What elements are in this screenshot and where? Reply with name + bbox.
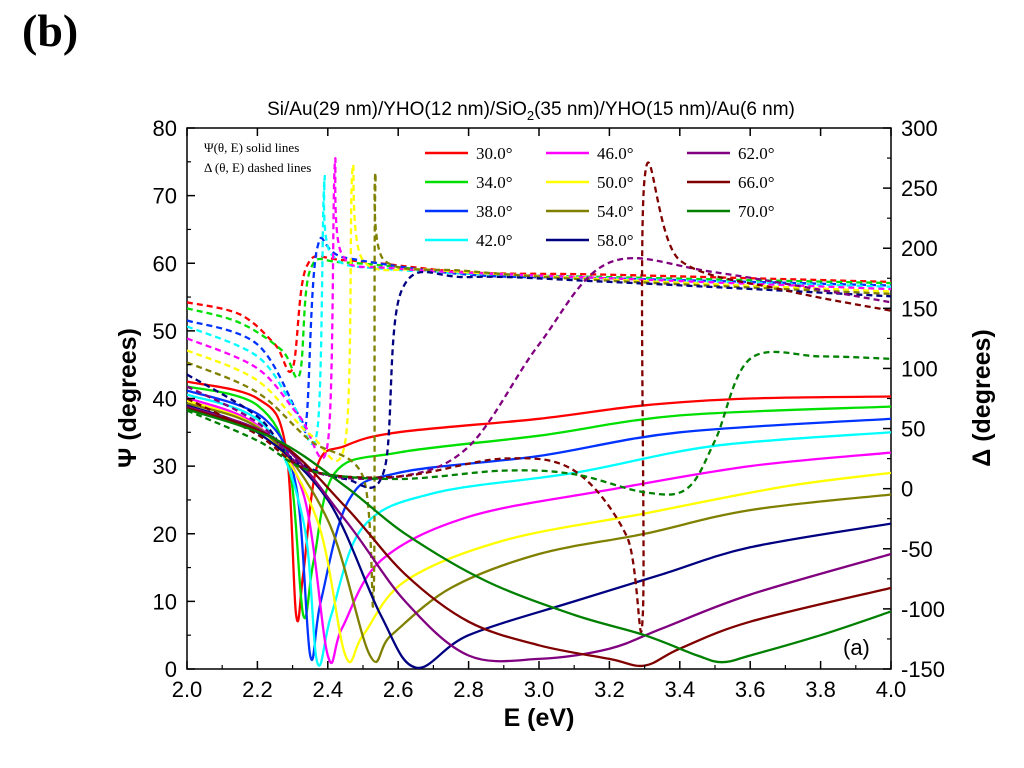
chart-title-rest: (35 nm)/YHO(15 nm)/Au(6 nm): [534, 99, 795, 120]
y-left-tick-label-7: 70: [153, 184, 177, 209]
series-delta-line-5: [187, 163, 891, 462]
y-right-tick-label-1: -100: [901, 597, 945, 622]
legend-label-6: 54.0°: [597, 202, 634, 221]
x-tick-label-2: 2.4: [313, 677, 344, 702]
y-left-tick-label-1: 10: [153, 589, 177, 614]
note-dashed-lines: Δ (θ, E) dashed lines: [204, 160, 311, 175]
series-delta-line-2: [187, 236, 891, 434]
y-left-tick-label-3: 30: [153, 454, 177, 479]
x-tick-label-6: 3.2: [594, 677, 625, 702]
series-delta-line-0: [187, 254, 891, 373]
legend-label-4: 46.0°: [597, 144, 634, 163]
legend-label-1: 34.0°: [476, 173, 513, 192]
series-psi-line-5: [187, 399, 891, 664]
series-psi-line-10: [187, 408, 891, 664]
y-left-tick-label-4: 40: [153, 387, 177, 412]
chart-title-main: Si/Au(29 nm)/YHO(12 nm)/SiO: [267, 99, 527, 120]
x-tick-label-4: 2.8: [453, 677, 484, 702]
legend-label-5: 50.0°: [597, 173, 634, 192]
x-tick-label-0: 2.0: [172, 677, 203, 702]
y-left-tick-label-6: 60: [153, 251, 177, 276]
series-psi-line-7: [187, 404, 891, 669]
legend-label-3: 42.0°: [476, 231, 513, 250]
chart-title: Si/Au(29 nm)/YHO(12 nm)/SiO2(35 nm)/YHO(…: [267, 99, 795, 123]
legend-label-2: 38.0°: [476, 202, 513, 221]
corner-label: (a): [843, 635, 870, 660]
x-axis-title: E (eV): [504, 704, 575, 732]
series-delta-line-8: [187, 256, 891, 481]
y-right-tick-label-3: 0: [901, 477, 913, 502]
y-right-tick-label-9: 300: [901, 116, 938, 141]
legend-label-9: 66.0°: [738, 173, 775, 192]
y-right-tick-label-8: 250: [901, 176, 938, 201]
legend: 30.0° 34.0° 38.0° 42.0° 46.0° 50.0° 54.0° 58.0°…: [425, 144, 775, 250]
x-tick-label-3: 2.6: [383, 677, 414, 702]
y-left-tick-label-0: 0: [165, 657, 177, 682]
legend-label-8: 62.0°: [738, 144, 775, 163]
legend-label-0: 30.0°: [476, 144, 513, 163]
y-left-tick-label-8: 80: [153, 116, 177, 141]
y-left-tick-label-5: 50: [153, 319, 177, 344]
panel-label: (b): [22, 5, 79, 56]
series-psi-line-9: [187, 406, 891, 668]
chart-title-subscript: 2: [527, 108, 534, 123]
x-tick-label-7: 3.4: [665, 677, 696, 702]
x-tick-label-1: 2.2: [242, 677, 273, 702]
y-right-tick-label-4: 50: [901, 417, 925, 442]
series-delta-line-10: [187, 350, 891, 496]
legend-label-7: 58.0°: [597, 231, 634, 250]
y-right-tick-label-5: 100: [901, 356, 938, 381]
y-right-tick-label-6: 150: [901, 296, 938, 321]
ticks-layer: 2.0 2.2 2.4 2.6 2.8 3.0 3.2 3.4 3.6 3.8 4.0 0 10 20 30…: [153, 116, 946, 702]
y-right-tick-label-0: -150: [901, 657, 945, 682]
y-left-axis-title: Ψ (degrees): [114, 328, 142, 468]
series-layer: [187, 157, 891, 669]
series-delta-line-4: [187, 157, 891, 460]
y-right-tick-label-2: -50: [901, 537, 933, 562]
y-right-tick-label-7: 200: [901, 236, 938, 261]
note-solid-lines: Ψ(θ, E) solid lines: [204, 140, 299, 155]
series-psi-line-1: [187, 385, 891, 620]
x-tick-label-5: 3.0: [524, 677, 555, 702]
series-psi-line-6: [187, 402, 891, 664]
y-right-axis-title: Δ (degrees): [968, 329, 996, 466]
x-tick-label-10: 4.0: [876, 677, 907, 702]
y-left-tick-label-2: 20: [153, 522, 177, 547]
legend-label-10: 70.0°: [738, 202, 775, 221]
x-tick-label-9: 3.8: [805, 677, 836, 702]
series-psi-line-8: [187, 405, 891, 663]
x-tick-label-8: 3.6: [735, 677, 766, 702]
series-delta-line-1: [187, 257, 891, 379]
series-psi-line-3: [187, 393, 891, 667]
